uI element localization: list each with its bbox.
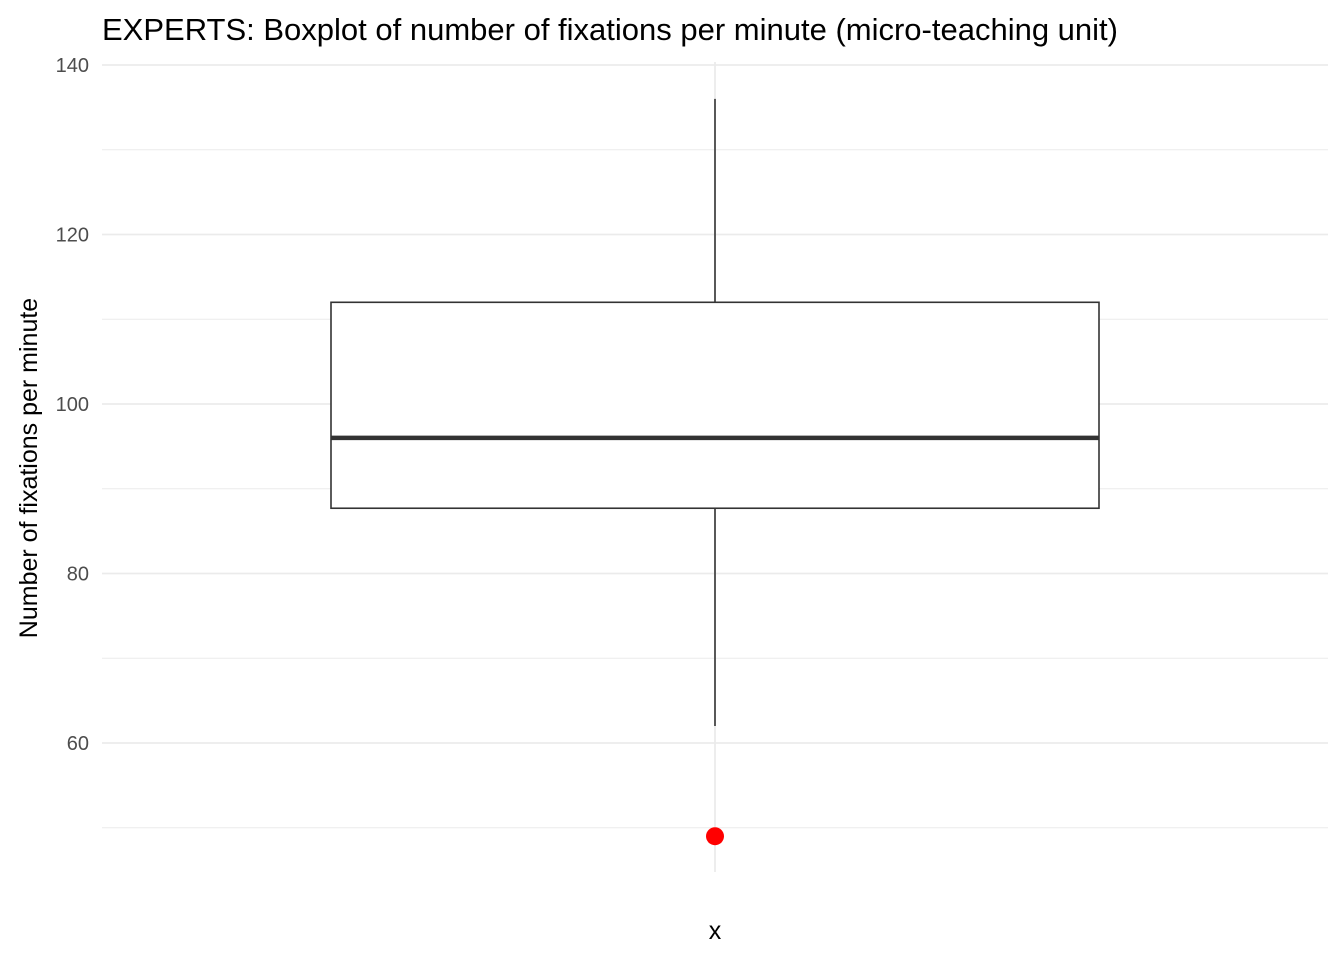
chart-title: EXPERTS: Boxplot of number of fixations … <box>102 12 1118 47</box>
y-tick-label: 60 <box>67 733 89 755</box>
box-iqr <box>330 301 1100 510</box>
outlier-points <box>706 827 724 846</box>
y-axis-ticks: 60 80 100 120 140 <box>56 55 89 755</box>
y-tick-label: 100 <box>56 394 89 416</box>
y-tick-label: 120 <box>56 225 89 247</box>
x-axis-label: x <box>709 917 722 945</box>
y-tick-label: 140 <box>56 55 89 77</box>
y-tick-label: 80 <box>67 564 89 586</box>
y-axis-label: Number of fixations per minute <box>15 298 43 638</box>
outlier-point <box>706 827 724 846</box>
